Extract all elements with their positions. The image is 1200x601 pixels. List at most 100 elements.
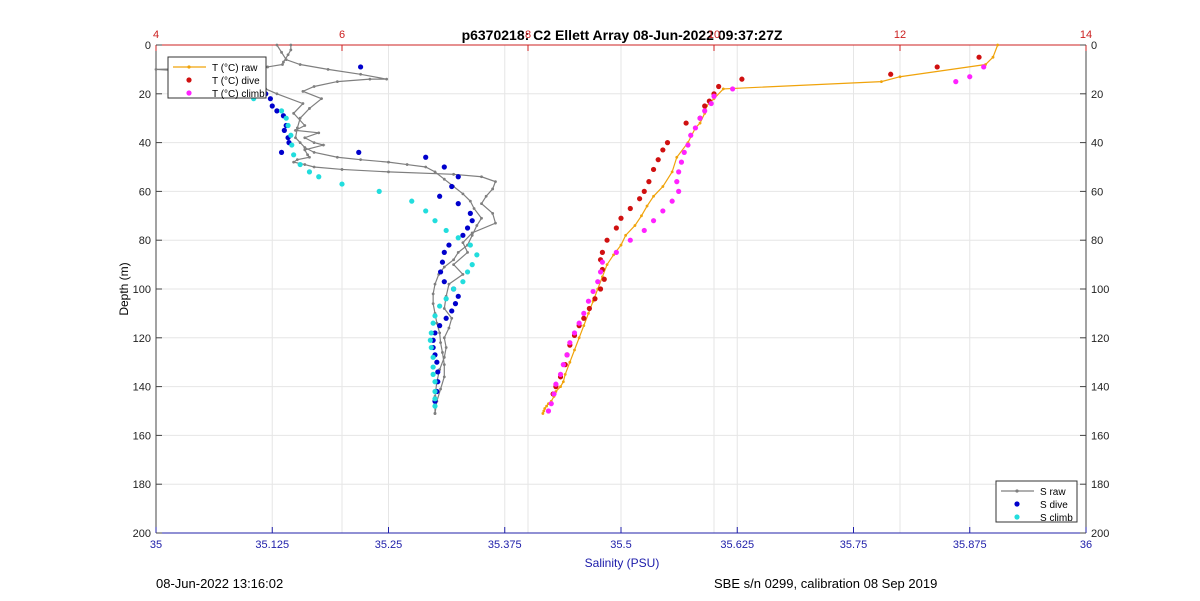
x-tick-label: 35.375: [488, 539, 522, 551]
data-point: [432, 379, 438, 385]
data-point: [316, 174, 322, 180]
y-tick-label: 80: [139, 235, 151, 247]
series-marker: [303, 136, 307, 140]
y-tick-label: 120: [133, 333, 151, 345]
data-point: [432, 313, 438, 319]
data-point: [467, 210, 473, 216]
series-marker: [494, 221, 497, 225]
data-point: [455, 174, 461, 180]
series-marker: [898, 75, 902, 79]
series-marker: [461, 192, 465, 196]
series-marker: [359, 72, 362, 76]
data-point: [708, 100, 714, 107]
data-point: [702, 108, 708, 114]
series-marker: [541, 412, 545, 415]
data-point: [576, 320, 582, 326]
data-point: [888, 71, 894, 77]
series-marker: [431, 292, 435, 296]
plot-area: [154, 43, 1000, 415]
series-marker: [480, 216, 483, 220]
data-point: [557, 371, 564, 377]
data-point: [455, 201, 461, 207]
data-point: [613, 249, 619, 255]
data-point: [439, 259, 446, 265]
data-point: [676, 169, 682, 175]
data-point: [430, 371, 436, 377]
data-point: [597, 269, 604, 275]
series-marker: [298, 141, 302, 145]
x-tick-label: 35.5: [610, 539, 631, 551]
x-tick-label: 35: [150, 539, 162, 551]
series-marker: [645, 204, 649, 208]
legend-marker: [187, 65, 191, 69]
y-tick-label-right: 0: [1091, 40, 1097, 52]
legend-marker: [1014, 514, 1020, 520]
series-marker: [294, 136, 297, 140]
x2-tick-label: 4: [153, 29, 159, 41]
series-marker: [624, 233, 628, 237]
series-marker: [281, 63, 284, 66]
series-marker: [480, 202, 483, 206]
series-marker: [335, 155, 339, 159]
data-point: [599, 259, 606, 265]
data-point: [592, 296, 598, 302]
data-point: [443, 296, 449, 302]
series-marker: [484, 194, 488, 198]
series-marker: [385, 77, 389, 81]
series-marker: [991, 55, 995, 59]
series-marker: [322, 143, 325, 147]
series-marker: [447, 326, 451, 330]
series-marker: [447, 282, 451, 286]
data-point: [474, 252, 480, 258]
data-point: [678, 159, 685, 165]
data-point: [646, 179, 652, 185]
data-point: [430, 364, 436, 370]
series-marker: [675, 155, 679, 159]
series-marker: [298, 63, 302, 66]
x-axis-label: Salinity (PSU): [585, 556, 660, 570]
series-marker: [292, 160, 296, 164]
data-point: [681, 149, 687, 155]
y-tick-label: 160: [133, 430, 151, 442]
data-point: [585, 298, 592, 304]
data-point: [437, 303, 443, 309]
series-marker: [282, 60, 285, 64]
data-point: [469, 218, 475, 224]
data-point: [441, 164, 447, 170]
data-point: [586, 305, 592, 312]
data-point: [434, 359, 440, 365]
series-marker: [442, 177, 446, 181]
series-marker: [424, 165, 428, 169]
data-point: [613, 225, 619, 231]
series-marker: [439, 341, 442, 345]
data-point: [739, 76, 745, 82]
footer-calibration: SBE s/n 0299, calibration 08 Sep 2019: [714, 576, 938, 591]
data-point: [285, 122, 291, 129]
x2-tick-label: 8: [525, 29, 531, 41]
data-point: [581, 315, 587, 321]
salinity-legend: S raw S dive S climb: [995, 480, 1078, 524]
data-point: [571, 330, 578, 336]
data-point: [655, 157, 661, 163]
x-tick-label: 35.75: [840, 539, 868, 551]
data-point: [551, 391, 557, 397]
series-marker: [587, 312, 590, 315]
series-marker: [996, 43, 1000, 47]
series-marker: [320, 97, 323, 101]
series-marker: [491, 187, 495, 191]
series-marker: [312, 150, 316, 154]
legend-marker: [1014, 501, 1020, 507]
data-point: [455, 293, 461, 299]
y-tick-label-right: 120: [1091, 333, 1109, 345]
series-marker: [301, 89, 305, 93]
series-marker: [545, 404, 548, 408]
data-point: [432, 218, 438, 224]
series-marker: [438, 331, 442, 335]
data-point: [435, 369, 441, 375]
data-point: [599, 249, 606, 255]
series-marker: [308, 155, 311, 159]
series-marker: [468, 199, 472, 203]
data-point: [697, 115, 703, 121]
data-point: [688, 132, 694, 138]
data-point: [469, 262, 475, 268]
